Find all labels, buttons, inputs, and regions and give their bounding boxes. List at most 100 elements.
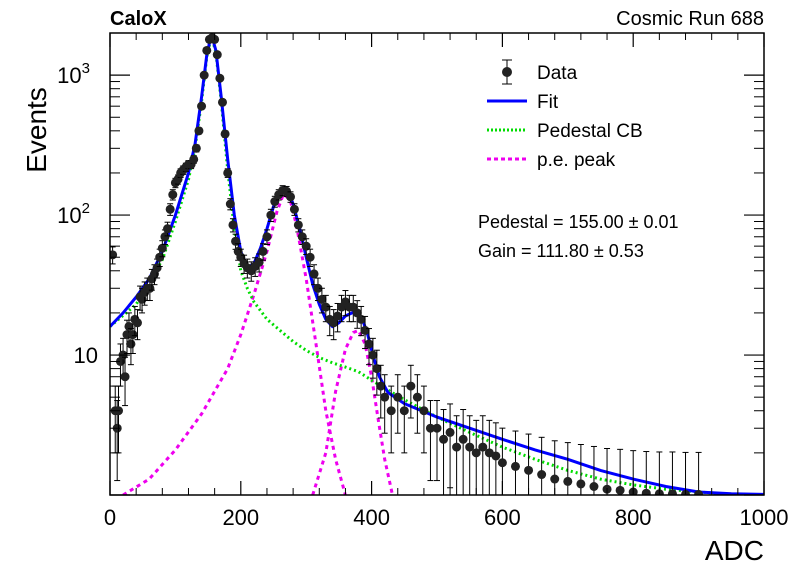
data-point xyxy=(376,364,386,419)
run-label: Cosmic Run 688 xyxy=(616,8,764,30)
data-marker xyxy=(313,283,323,293)
data-marker xyxy=(615,485,625,495)
data-point xyxy=(305,248,315,267)
data-marker xyxy=(297,232,307,242)
data-point xyxy=(412,374,422,434)
data-marker xyxy=(510,461,520,471)
plot-frame xyxy=(109,32,765,496)
legend-entry: Pedestal CB xyxy=(487,121,643,142)
data-point xyxy=(217,97,227,107)
data-point xyxy=(225,198,235,211)
data-point xyxy=(406,364,416,419)
data-point xyxy=(189,154,199,164)
data-marker xyxy=(217,97,227,107)
data-point xyxy=(510,430,520,495)
data-marker xyxy=(419,406,429,416)
data-marker xyxy=(321,302,331,312)
legend-label: Pedestal CB xyxy=(537,121,643,142)
data-marker xyxy=(576,479,586,489)
data-point xyxy=(228,218,238,233)
data-marker xyxy=(197,101,207,111)
data-marker xyxy=(258,246,268,256)
data-marker xyxy=(452,442,462,452)
data-point xyxy=(309,264,319,286)
legend-entry: Data xyxy=(502,59,578,85)
data-point xyxy=(452,415,462,495)
data-marker xyxy=(589,482,599,492)
data-point xyxy=(393,374,403,434)
data-point xyxy=(329,309,339,341)
data-marker xyxy=(368,350,378,360)
data-marker xyxy=(471,448,481,458)
x-axis-label: ADC xyxy=(705,535,764,566)
data-point xyxy=(202,45,212,55)
data-point xyxy=(286,191,296,203)
data-point xyxy=(266,208,276,222)
y-tick-label: 10 xyxy=(74,343,98,368)
data-point xyxy=(641,451,651,495)
data-marker xyxy=(465,442,475,452)
data-point xyxy=(478,415,488,495)
data-marker xyxy=(563,476,573,486)
fit-annotation: Pedestal = 155.00 ± 0.01 xyxy=(478,212,679,232)
data-point xyxy=(537,436,547,495)
data-marker xyxy=(432,423,442,433)
data-point xyxy=(270,195,280,208)
data-marker xyxy=(317,294,327,304)
data-marker xyxy=(220,129,230,139)
data-marker xyxy=(537,470,547,480)
data-marker xyxy=(212,50,222,60)
data-marker xyxy=(393,392,403,402)
data-point xyxy=(215,73,225,83)
data-marker xyxy=(199,70,209,80)
data-marker xyxy=(191,143,201,153)
data-point xyxy=(289,203,299,216)
data-point xyxy=(191,143,201,153)
data-marker xyxy=(333,311,343,321)
data-point xyxy=(317,287,327,314)
legend-label: p.e. peak xyxy=(537,150,616,171)
legend-label: Fit xyxy=(537,92,559,113)
data-point xyxy=(399,385,409,454)
data-point xyxy=(419,385,429,454)
data-point xyxy=(368,337,378,379)
data-marker xyxy=(380,392,390,402)
data-marker xyxy=(189,154,199,164)
data-marker xyxy=(254,257,264,267)
data-marker xyxy=(386,406,396,416)
data-marker xyxy=(270,197,280,207)
data-marker xyxy=(412,392,422,402)
data-point xyxy=(667,451,677,495)
data-marker xyxy=(376,381,386,391)
data-marker xyxy=(293,220,303,230)
data-point xyxy=(615,448,625,495)
data-point xyxy=(194,126,204,136)
data-point xyxy=(563,442,573,495)
data-point xyxy=(352,300,362,329)
x-tick-label: 0 xyxy=(104,505,116,530)
data-point xyxy=(694,451,704,495)
data-point xyxy=(471,419,481,495)
x-tick-label: 800 xyxy=(615,505,652,530)
data-marker xyxy=(641,488,651,495)
x-tick-label: 600 xyxy=(484,505,521,530)
data-point xyxy=(220,129,230,139)
data-point xyxy=(465,415,475,495)
data-marker xyxy=(478,442,488,452)
data-marker xyxy=(124,321,134,331)
y-tick-label: 102 xyxy=(57,200,90,228)
data-marker xyxy=(458,434,468,444)
data-point xyxy=(589,445,599,495)
data-point xyxy=(458,409,468,495)
pe-peak-curve xyxy=(122,192,347,495)
data-marker xyxy=(491,451,501,461)
data-marker xyxy=(266,210,276,220)
x-tick-label: 1000 xyxy=(740,505,789,530)
data-point xyxy=(262,229,272,246)
data-point xyxy=(168,189,178,201)
legend-label: Data xyxy=(537,63,578,84)
data-marker xyxy=(223,168,233,178)
data-marker xyxy=(372,364,382,374)
data-marker xyxy=(309,269,319,279)
